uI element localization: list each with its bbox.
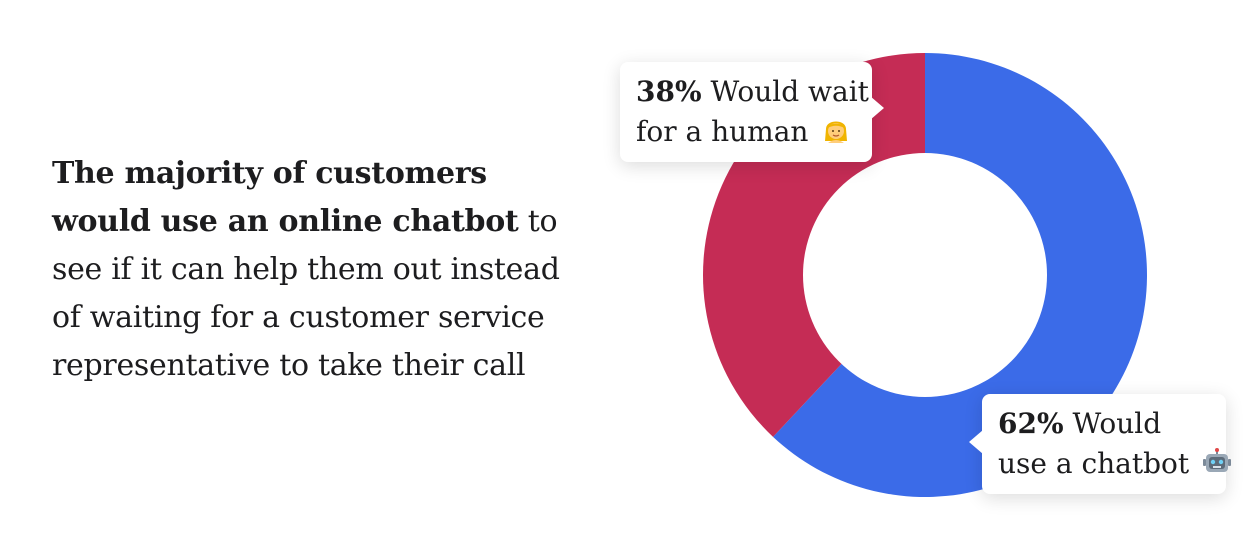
woman-icon <box>825 121 848 143</box>
chatbot-percent: 62% <box>998 407 1064 440</box>
callout-human: 38% Would wait for a human <box>620 62 884 162</box>
robot-icon <box>1203 448 1232 472</box>
chatbot-text-line2: use a chatbot <box>998 447 1190 480</box>
donut-hole <box>803 153 1047 397</box>
headline-bold: The majority of customers would use an o… <box>52 156 519 239</box>
human-percent: 38% <box>636 75 702 108</box>
chatbot-text-line1: Would <box>1063 407 1162 440</box>
human-text-line2: for a human <box>636 115 809 148</box>
human-text-line1: Would wait <box>701 75 869 108</box>
headline-text: The majority of customers would use an o… <box>52 150 592 390</box>
headline-regular: to see if it can help them out instead o… <box>52 204 560 383</box>
callout-chatbot: 62% Would use a chatbot <box>969 394 1232 494</box>
